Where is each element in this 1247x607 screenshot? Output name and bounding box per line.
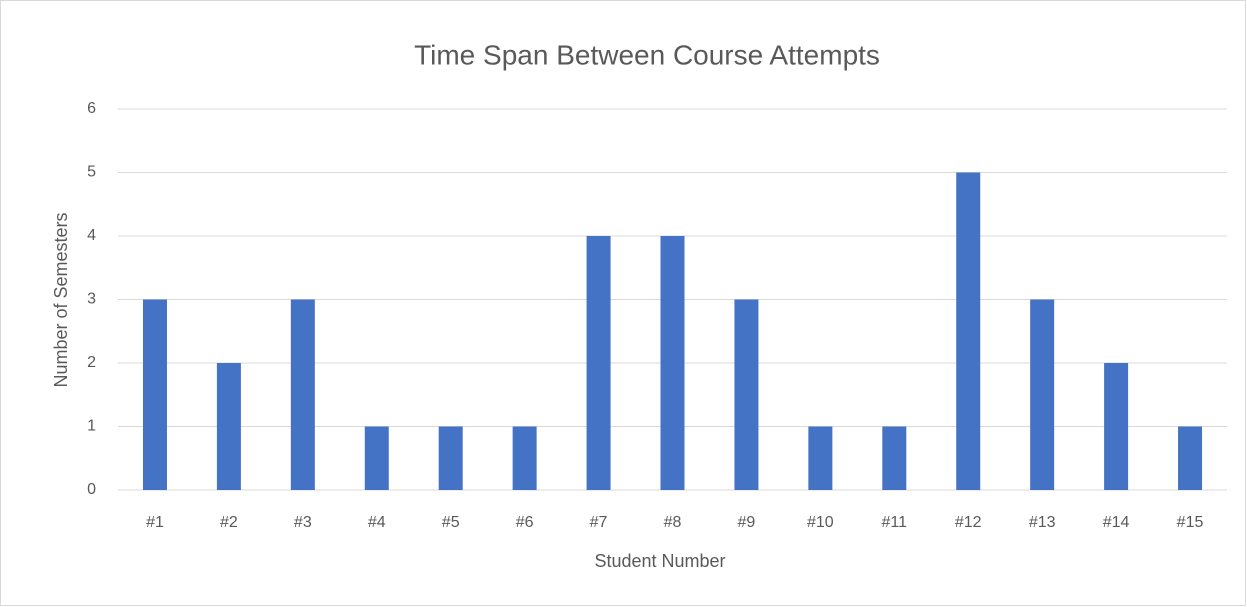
x-tick-label: #10 bbox=[807, 514, 834, 531]
x-tick-label: #12 bbox=[955, 514, 982, 531]
x-tick-label: #15 bbox=[1177, 514, 1204, 531]
x-tick-label: #8 bbox=[664, 514, 682, 531]
x-tick-label: #13 bbox=[1029, 514, 1056, 531]
x-tick-label: #5 bbox=[442, 514, 460, 531]
x-axis-title: Student Number bbox=[594, 551, 725, 571]
y-tick-label: 1 bbox=[87, 418, 96, 435]
bar bbox=[956, 172, 981, 490]
x-tick-label: #14 bbox=[1103, 514, 1130, 531]
bar bbox=[660, 236, 685, 490]
y-tick-label: 5 bbox=[87, 164, 96, 181]
y-tick-label: 3 bbox=[87, 291, 96, 308]
bar bbox=[1178, 426, 1203, 490]
bar bbox=[882, 426, 907, 490]
x-tick-label: #6 bbox=[516, 514, 534, 531]
y-tick-label: 4 bbox=[87, 227, 96, 244]
bar bbox=[734, 299, 759, 490]
y-tick-label: 6 bbox=[87, 100, 96, 117]
bar bbox=[290, 299, 315, 490]
bar bbox=[142, 299, 167, 490]
y-tick-label: 2 bbox=[87, 354, 96, 371]
bar bbox=[216, 363, 241, 490]
x-tick-label: #4 bbox=[368, 514, 386, 531]
bar bbox=[1104, 363, 1129, 490]
x-tick-label: #11 bbox=[882, 514, 908, 531]
bar bbox=[1030, 299, 1055, 490]
bar bbox=[808, 426, 833, 490]
x-tick-label: #9 bbox=[738, 514, 756, 531]
bar bbox=[364, 426, 389, 490]
y-axis-title: Number of Semesters bbox=[51, 212, 71, 387]
bar bbox=[586, 236, 611, 490]
x-tick-label: #1 bbox=[146, 514, 164, 531]
x-tick-label: #7 bbox=[590, 514, 608, 531]
chart-title: Time Span Between Course Attempts bbox=[414, 39, 880, 70]
y-tick-label: 0 bbox=[87, 481, 96, 498]
x-tick-label: #2 bbox=[220, 514, 238, 531]
bar bbox=[438, 426, 463, 490]
x-tick-label: #3 bbox=[294, 514, 312, 531]
bar bbox=[512, 426, 537, 490]
